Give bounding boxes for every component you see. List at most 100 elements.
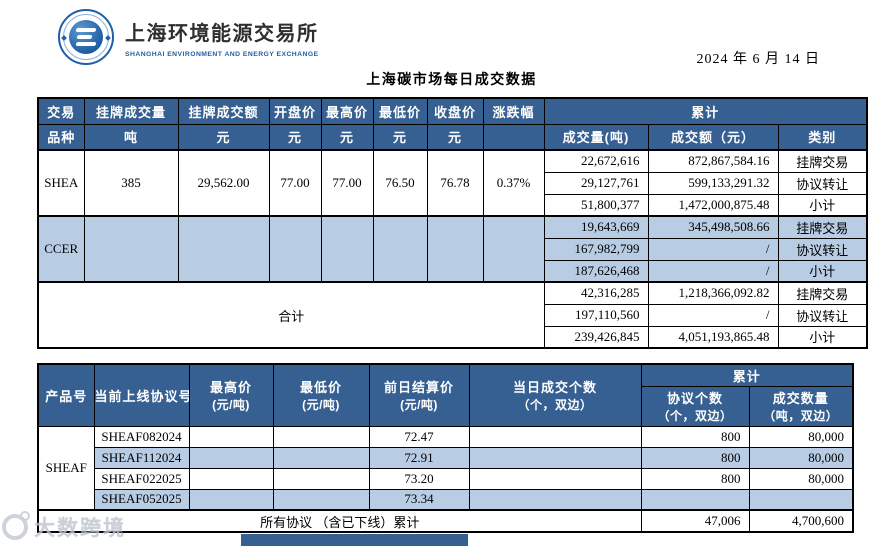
cell-day-count: [468, 488, 642, 511]
header-listed-volume: 挂牌成交量: [83, 97, 179, 125]
cell-cum-amount: /: [647, 237, 779, 261]
header-unit-yuan: 元: [268, 123, 322, 151]
cell-all-agreements-label: 所有协议 （含已下线）累计: [37, 509, 642, 533]
cell-category: 协议转让: [777, 171, 868, 195]
header-prev-settle: 前日结算价 (元/吨): [368, 363, 470, 427]
cell-cum-amount: 345,498,508.66: [647, 215, 779, 239]
cell-product-sheaf: SHEAF: [37, 425, 95, 511]
cell-cum-amount: 872,867,584.16: [647, 149, 779, 173]
cell-low: 76.50: [372, 149, 428, 217]
header-current-agreement: 当前上线协议号: [93, 363, 190, 427]
cell-listed-volume: 385: [83, 149, 179, 217]
header-product-line1: 交易: [37, 97, 85, 125]
cell-cum-count-total: 47,006: [640, 509, 750, 533]
cell-high: [188, 425, 274, 448]
header-line: 协议个数: [666, 391, 723, 406]
logo-dot-icon: [61, 35, 67, 41]
cell-settle: 73.34: [368, 488, 470, 511]
header-high: 最高价: [320, 97, 374, 125]
cell-low: [272, 488, 370, 511]
cell-category: 协议转让: [777, 303, 868, 327]
cell-cum-count: 800: [640, 425, 750, 448]
cell-cum-volume-total: 4,700,600: [748, 509, 854, 533]
cell-category: 挂牌交易: [777, 215, 868, 239]
header-product-code: 产品号: [37, 363, 95, 427]
cell-cum-volume: 42,316,285: [543, 281, 649, 305]
header-unit-yuan: 元: [426, 123, 484, 151]
header-line: 最低价: [299, 380, 342, 396]
cell-day-count: [468, 425, 642, 448]
header-cum-volume: 成交数量 （吨，双边）: [748, 385, 854, 427]
header-day-count: 当日成交个数 （个，双边）: [468, 363, 642, 427]
cell-empty: [83, 215, 179, 283]
cell-total-label: 合计: [37, 281, 545, 349]
cell-cum-volume: 19,643,669: [543, 215, 649, 239]
header-change: 涨跌幅: [482, 97, 545, 125]
exchange-name-block: 上海环境能源交易所 SHANGHAI ENVIRONMENT AND ENERG…: [125, 17, 319, 58]
cell-cum-volume: [748, 488, 854, 511]
exchange-logo: 上海环境能源交易所 SHANGHAI ENVIRONMENT AND ENERG…: [58, 9, 319, 65]
cell-category: 小计: [777, 259, 868, 283]
cell-listed-amount: 29,562.00: [177, 149, 270, 217]
header-product-line2: 品种: [37, 123, 85, 151]
header-unit-yuan: 元: [177, 123, 270, 151]
cell-cum-volume: 197,110,560: [543, 303, 649, 327]
cell-low: [272, 446, 370, 469]
cell-cum-volume: 22,672,616: [543, 149, 649, 173]
header-unit: (元/吨): [212, 398, 250, 413]
header-cumulative-group: 累计: [543, 97, 868, 125]
cell-cum-amount: 599,133,291.32: [647, 171, 779, 195]
header-unit: （个，双边）: [517, 398, 593, 413]
header-cum-count: 协议个数 （个，双边）: [640, 385, 750, 427]
cell-empty: [177, 215, 270, 283]
cell-settle: 72.91: [368, 446, 470, 469]
cell-agreement-code: SHEAF052025: [93, 488, 190, 511]
header-low-price: 最低价 (元/吨): [272, 363, 370, 427]
header-unit: （吨，双边）: [763, 409, 839, 423]
report-date: 2024 年 6 月 14 日: [696, 52, 820, 67]
header-line: 前日结算价: [383, 380, 454, 396]
header-unit: (元/吨): [400, 398, 438, 413]
cell-category: 挂牌交易: [777, 149, 868, 173]
cell-cum-amount: /: [647, 303, 779, 327]
logo-three-bars-icon: [69, 20, 103, 54]
exchange-name-en: SHANGHAI ENVIRONMENT AND ENERGY EXCHANGE: [125, 50, 319, 58]
cell-cum-amount: 1,472,000,875.48: [647, 193, 779, 217]
cell-day-count: [468, 467, 642, 490]
cell-low: [272, 467, 370, 490]
header-cum-amount: 成交额（元）: [647, 123, 779, 151]
cell-empty: [372, 215, 428, 283]
sheaf-agreements-table: 产品号 当前上线协议号 最高价 (元/吨) 最低价 (元/吨) 前日结算价 (元…: [37, 363, 855, 533]
logo-dot-icon: [105, 35, 111, 41]
cell-low: [272, 425, 370, 448]
header-unit-yuan: 元: [372, 123, 428, 151]
cell-cum-count: [640, 488, 750, 511]
cell-empty: [320, 215, 374, 283]
cell-cum-volume: 239,426,845: [543, 325, 649, 349]
cell-cum-amount: /: [647, 259, 779, 283]
cell-product-ccer: CCER: [37, 215, 85, 283]
watermark: 大数跨境: [2, 511, 126, 542]
cell-cum-volume: 167,982,799: [543, 237, 649, 261]
cell-empty: [482, 215, 545, 283]
cell-high: 77.00: [320, 149, 374, 217]
cell-settle: 73.20: [368, 467, 470, 490]
cell-cum-amount: 4,051,193,865.48: [647, 325, 779, 349]
watermark-logo-icon: [2, 511, 30, 540]
cell-empty: [268, 215, 322, 283]
cell-close: 76.78: [426, 149, 484, 217]
header-close: 收盘价: [426, 97, 484, 125]
header-line: 最高价: [209, 380, 252, 396]
header-low: 最低价: [372, 97, 428, 125]
header-high-price: 最高价 (元/吨): [188, 363, 274, 427]
cell-cum-volume: 80,000: [748, 425, 854, 448]
partial-table-header: [241, 534, 468, 546]
cell-cum-volume: 51,800,377: [543, 193, 649, 217]
header-line: 当日成交个数: [512, 380, 597, 396]
cell-settle: 72.47: [368, 425, 470, 448]
cell-cum-volume: 187,626,468: [543, 259, 649, 283]
cell-category: 小计: [777, 193, 868, 217]
cell-category: 协议转让: [777, 237, 868, 261]
header-cum-volume: 成交量(吨): [543, 123, 649, 151]
